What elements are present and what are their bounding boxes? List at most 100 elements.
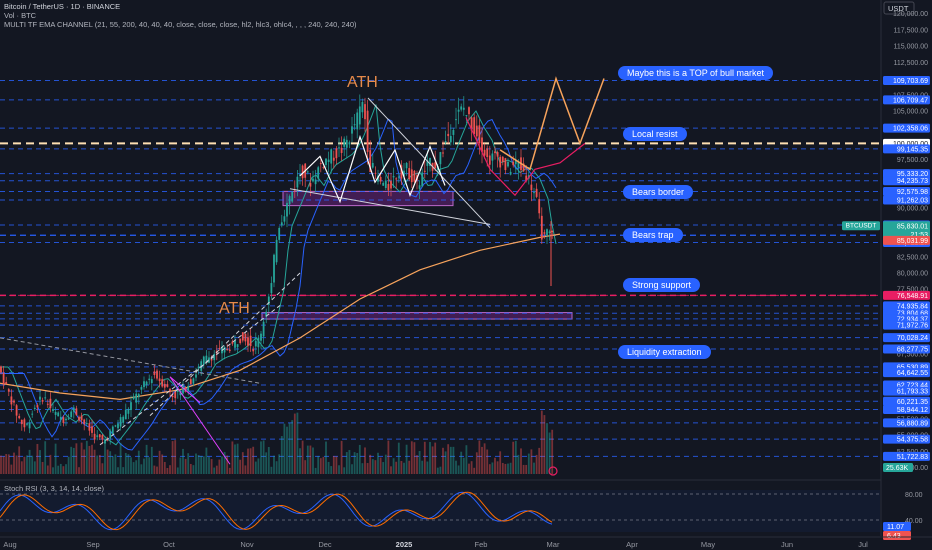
candle-body[interactable] (197, 366, 200, 369)
candle-body[interactable] (377, 175, 379, 182)
candle-body[interactable] (150, 379, 153, 384)
candle-body[interactable] (538, 199, 541, 214)
candle-body[interactable] (137, 394, 140, 398)
candle-body[interactable] (33, 407, 36, 410)
candle-body[interactable] (392, 176, 395, 178)
candle-body[interactable] (291, 191, 294, 202)
candle-body[interactable] (384, 180, 387, 188)
candle-body[interactable] (548, 231, 551, 233)
candle-body[interactable] (460, 106, 463, 110)
symbol-legend[interactable]: Bitcoin / TetherUS · 1D · BINANCE (4, 2, 121, 11)
candle-body[interactable] (442, 152, 444, 154)
candle-body[interactable] (462, 107, 465, 110)
candle-body[interactable] (353, 124, 356, 126)
candle-body[interactable] (122, 416, 125, 423)
candle-body[interactable] (202, 356, 205, 365)
candle-body[interactable] (15, 405, 18, 416)
candle-body[interactable] (488, 155, 491, 165)
candle-body[interactable] (540, 215, 543, 240)
candle-body[interactable] (124, 409, 127, 420)
candle-body[interactable] (153, 371, 156, 375)
candle-body[interactable] (481, 137, 483, 152)
candle-body[interactable] (465, 115, 468, 117)
note-liquidity-extraction[interactable]: Liquidity extraction (618, 345, 711, 359)
candle-body[interactable] (18, 416, 21, 419)
candle-body[interactable] (187, 385, 190, 392)
candle-body[interactable] (23, 419, 26, 428)
candle-body[interactable] (306, 171, 309, 173)
candle-body[interactable] (509, 171, 512, 175)
candle-body[interactable] (434, 162, 437, 169)
candle-body[interactable] (104, 439, 106, 444)
candle-body[interactable] (447, 133, 450, 137)
candle-body[interactable] (236, 344, 239, 348)
candle-body[interactable] (208, 357, 210, 363)
candle-body[interactable] (140, 387, 143, 390)
candle-body[interactable] (270, 283, 273, 294)
candle-body[interactable] (512, 161, 515, 166)
candle-body[interactable] (169, 388, 171, 393)
candle-body[interactable] (195, 374, 197, 378)
candle-body[interactable] (254, 340, 257, 347)
candle-body[interactable] (314, 179, 317, 185)
candle-body[interactable] (46, 403, 49, 405)
volume-legend[interactable]: Vol · BTC (4, 11, 37, 20)
candle-body[interactable] (218, 348, 221, 350)
candle-body[interactable] (228, 349, 231, 352)
candle-body[interactable] (374, 172, 377, 174)
candle-body[interactable] (161, 379, 164, 387)
candle-body[interactable] (429, 157, 431, 166)
note-strong-support[interactable]: Strong support (623, 278, 701, 292)
candle-body[interactable] (330, 149, 333, 164)
candle-body[interactable] (93, 433, 96, 440)
candle-body[interactable] (522, 163, 525, 172)
candle-body[interactable] (325, 158, 327, 165)
candle-body[interactable] (358, 106, 361, 125)
candle-body[interactable] (98, 434, 101, 438)
candle-body[interactable] (413, 170, 416, 182)
candle-body[interactable] (205, 355, 208, 364)
candle-body[interactable] (366, 110, 369, 152)
candle-body[interactable] (75, 408, 78, 416)
candle-body[interactable] (143, 381, 145, 388)
candle-body[interactable] (239, 338, 242, 344)
candle-body[interactable] (361, 101, 364, 113)
candle-body[interactable] (210, 359, 213, 361)
candle-body[interactable] (507, 161, 509, 167)
candle-body[interactable] (470, 117, 473, 131)
candle-body[interactable] (351, 126, 353, 134)
candle-body[interactable] (455, 119, 457, 121)
candle-body[interactable] (78, 416, 80, 421)
candle-body[interactable] (249, 335, 252, 347)
candle-body[interactable] (317, 167, 320, 179)
candle-body[interactable] (397, 176, 400, 178)
note-bears-border[interactable]: Bears border (623, 185, 694, 199)
candle-body[interactable] (247, 337, 249, 346)
candle-body[interactable] (57, 412, 60, 417)
candle-body[interactable] (106, 439, 109, 441)
candle-body[interactable] (301, 165, 304, 179)
candle-body[interactable] (530, 184, 533, 191)
stoch-rsi-pane[interactable] (0, 479, 932, 532)
candle-body[interactable] (439, 152, 442, 165)
candle-body[interactable] (13, 400, 15, 403)
candle-body[interactable] (132, 396, 135, 400)
candle-body[interactable] (174, 391, 177, 399)
note-local-resist[interactable]: Local resist (623, 127, 687, 141)
candle-body[interactable] (26, 423, 28, 425)
candle-body[interactable] (80, 415, 83, 421)
candle-body[interactable] (348, 142, 351, 145)
candle-body[interactable] (36, 405, 39, 408)
candle-body[interactable] (267, 296, 270, 305)
candle-body[interactable] (444, 140, 447, 142)
candle-body[interactable] (179, 390, 182, 396)
candle-body[interactable] (244, 333, 247, 342)
candle-body[interactable] (189, 379, 192, 385)
candle-body[interactable] (192, 378, 195, 384)
candle-body[interactable] (213, 353, 216, 361)
candle-body[interactable] (156, 370, 158, 379)
candle-body[interactable] (499, 156, 502, 168)
candle-body[interactable] (265, 311, 268, 317)
candle-body[interactable] (65, 418, 67, 421)
candle-body[interactable] (501, 156, 504, 162)
